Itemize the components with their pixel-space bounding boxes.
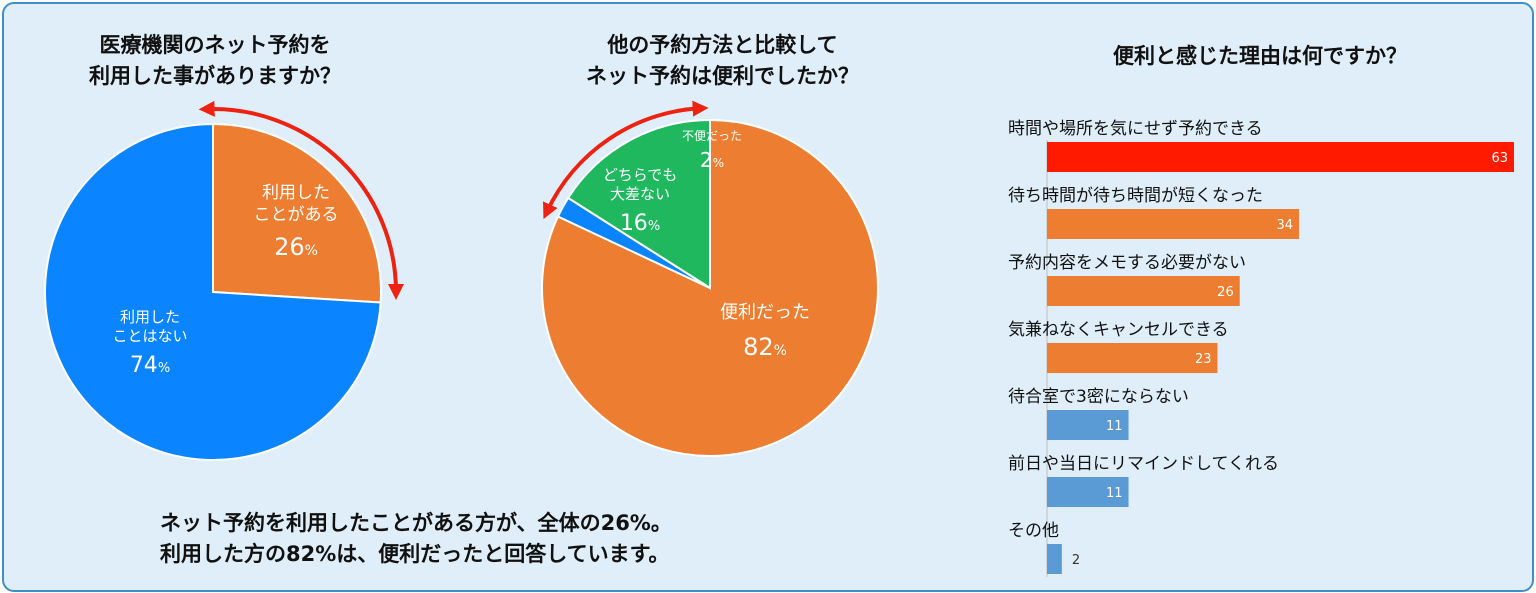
summary-text: ネット予約を利用したことがある方が、全体の26%。 利用した方の82%は、便利だ… — [160, 508, 672, 570]
bar-chart-title: 便利と感じた理由は何ですか？ — [1113, 44, 1407, 68]
pie1-slice-1-label-1: ことはない — [112, 327, 187, 345]
pie2-slice-0-value: 82% — [743, 333, 787, 361]
bar-value-0: 63 — [1491, 151, 1508, 166]
bar-value-5: 11 — [1106, 486, 1123, 501]
pie2-slice-0-label-0: 便利だった — [720, 302, 810, 323]
pie2-slice-1-label-0: どちらでも — [603, 166, 678, 184]
bar-chart: 時間や場所を気にせず予約できる 63 待ち時間が待ち時間が短くなった 34 予約内容をメ… — [1008, 119, 1514, 577]
pie2-title-line1: 他の予約方法と比較して — [607, 33, 838, 57]
bar-3 — [1047, 343, 1218, 373]
bar-value-3: 23 — [1195, 352, 1212, 367]
pie1-slice-1-label-0: 利用した — [120, 308, 180, 326]
pie2-slice-1-label-1: 大差ない — [610, 185, 670, 203]
bar-value-6: 2 — [1072, 553, 1080, 568]
pie1-title: 医療機関のネット予約を 利用した事がありますか？ — [40, 30, 390, 92]
bar-1 — [1047, 209, 1300, 239]
pie1-slice-1-value: 74% — [130, 353, 170, 378]
bar-2 — [1047, 276, 1240, 306]
pie2-arrow — [543, 100, 709, 220]
bar-0 — [1047, 142, 1514, 172]
pie1-title-line2: 利用した事がありますか？ — [89, 64, 341, 88]
bar-category-label-6: その他 — [1008, 521, 1059, 541]
bar-category-label-1: 待ち時間が待ち時間が短くなった — [1008, 186, 1263, 206]
bar-6 — [1047, 544, 1062, 574]
pie2-title: 他の予約方法と比較して ネット予約は便利でしたか？ — [535, 30, 910, 92]
bar-category-label-3: 気兼ねなくキャンセルできる — [1008, 320, 1229, 340]
summary-line2: 利用した方の82%は、便利だったと回答しています。 — [160, 542, 670, 566]
bar-5 — [1047, 477, 1129, 507]
pie1-slice-0-label-0: 利用した — [262, 183, 330, 203]
bar-value-2: 26 — [1217, 285, 1234, 300]
bar-category-label-5: 前日や当日にリマインドしてくれる — [1008, 454, 1279, 474]
pie1-arrow — [198, 100, 404, 300]
pie2-slice-2-label-0: 不便だった — [682, 129, 742, 143]
pie2-slice-0 — [541, 118, 879, 457]
bar-category-label-0: 時間や場所を気にせず予約できる — [1008, 119, 1263, 139]
summary-line1: ネット予約を利用したことがある方が、全体の26%。 — [160, 511, 672, 535]
bar-category-label-2: 予約内容をメモする必要がない — [1008, 253, 1246, 273]
bar-value-4: 11 — [1106, 419, 1123, 434]
bar-category-label-4: 待合室で3密にならない — [1008, 387, 1189, 407]
bar-value-1: 34 — [1276, 218, 1293, 233]
pie2-title-line2: ネット予約は便利でしたか？ — [586, 64, 859, 88]
pie1-slice-0-label-1: ことがある — [254, 205, 339, 225]
bar-4 — [1047, 410, 1129, 440]
pie1-title-line1: 医療機関のネット予約を — [99, 33, 331, 57]
